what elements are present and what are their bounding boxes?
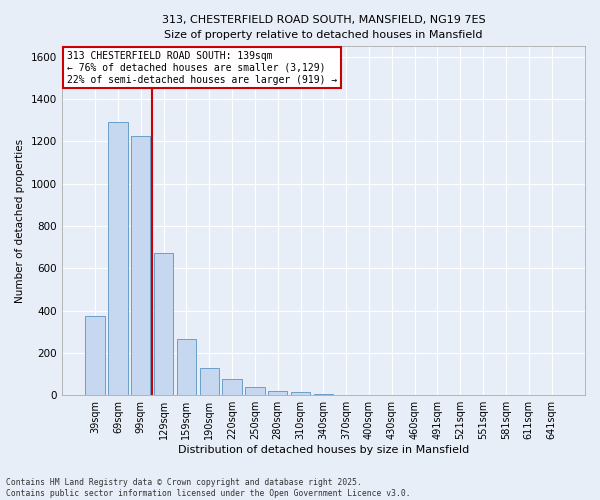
Bar (268, 390, 287, 395)
Title: 313, CHESTERFIELD ROAD SOUTH, MANSFIELD, NG19 7ES
Size of property relative to d: 313, CHESTERFIELD ROAD SOUTH, MANSFIELD,… (161, 15, 485, 40)
Bar (85, 316, 105, 395)
Bar (177, 339, 196, 395)
Bar (108, 122, 128, 395)
Text: Contains HM Land Registry data © Crown copyright and database right 2025.
Contai: Contains HM Land Registry data © Crown c… (6, 478, 410, 498)
X-axis label: Distribution of detached houses by size in Mansfield: Distribution of detached houses by size … (178, 445, 469, 455)
Bar (245, 387, 265, 395)
Bar (291, 392, 310, 395)
Bar (154, 254, 173, 395)
Bar (314, 394, 333, 395)
Y-axis label: Number of detached properties: Number of detached properties (15, 138, 25, 302)
Text: 313 CHESTERFIELD ROAD SOUTH: 139sqm
← 76% of detached houses are smaller (3,129): 313 CHESTERFIELD ROAD SOUTH: 139sqm ← 76… (67, 52, 337, 84)
Bar (223, 380, 242, 395)
Bar (200, 368, 219, 395)
Bar (131, 136, 151, 395)
